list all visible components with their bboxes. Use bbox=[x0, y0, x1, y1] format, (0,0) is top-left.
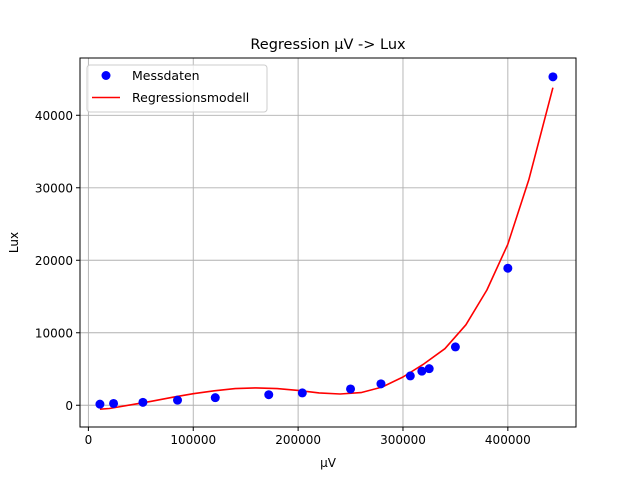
y-axis-label: Lux bbox=[7, 232, 21, 253]
data-point bbox=[424, 364, 434, 374]
data-point bbox=[109, 398, 119, 408]
data-point bbox=[264, 390, 274, 400]
data-point bbox=[417, 366, 427, 376]
data-point bbox=[405, 371, 415, 381]
y-tick-label: 40000 bbox=[35, 109, 73, 123]
regression-line-layer bbox=[99, 87, 554, 410]
data-points-layer bbox=[95, 72, 558, 409]
x-tick-label: 400000 bbox=[485, 433, 531, 447]
legend-marker-messdaten bbox=[101, 71, 111, 80]
y-tick-label: 10000 bbox=[35, 326, 73, 340]
y-tick-label: 20000 bbox=[35, 254, 73, 268]
x-tick-label: 300000 bbox=[380, 433, 426, 447]
legend-label-messdaten: Messdaten bbox=[132, 68, 200, 83]
data-point bbox=[173, 395, 183, 405]
grid-lines bbox=[80, 58, 576, 427]
x-axis-label: µV bbox=[320, 456, 337, 470]
x-tick-label: 200000 bbox=[275, 433, 321, 447]
legend-label-regressionsmodell: Regressionsmodell bbox=[132, 90, 249, 105]
data-point bbox=[376, 379, 386, 389]
data-point bbox=[548, 72, 558, 82]
chart-title: Regression µV -> Lux bbox=[250, 37, 406, 53]
regression-line bbox=[99, 87, 554, 410]
data-point bbox=[297, 388, 307, 398]
x-tick-label: 0 bbox=[85, 433, 93, 447]
data-point bbox=[138, 397, 148, 407]
axes-frame bbox=[79, 57, 577, 428]
legend-box bbox=[86, 64, 268, 113]
axis-ticks: 0 100000 200000 300000 400000 0 10000 20000 3000… bbox=[35, 109, 531, 447]
data-point bbox=[346, 384, 356, 394]
y-tick-label: 30000 bbox=[35, 181, 73, 195]
data-point bbox=[210, 393, 220, 403]
x-tick-label: 100000 bbox=[170, 433, 216, 447]
data-point bbox=[503, 263, 513, 273]
legend: Messdaten Regressionsmodell bbox=[86, 64, 268, 113]
plot-area bbox=[80, 58, 576, 427]
y-tick-label: 0 bbox=[65, 399, 73, 413]
data-point bbox=[450, 342, 460, 352]
data-point bbox=[95, 399, 105, 409]
